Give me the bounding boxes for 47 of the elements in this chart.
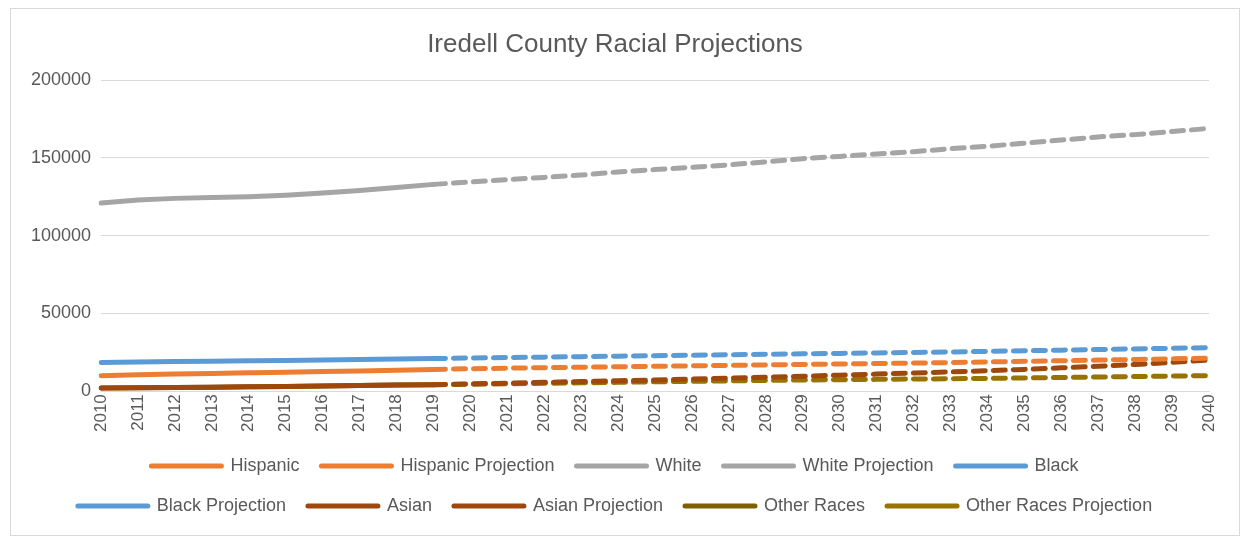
x-tick-label: 2024 [607, 394, 627, 433]
x-tick-label: 2029 [792, 394, 812, 433]
x-tick-label: 2033 [940, 394, 960, 433]
x-tick-label: 2026 [681, 394, 701, 433]
x-tick-label: 2013 [201, 394, 221, 433]
x-tick-label: 2016 [312, 394, 332, 433]
legend-label: Black [1034, 454, 1080, 475]
legend-label: Hispanic Projection [400, 454, 555, 475]
y-tick-label: 100000 [30, 224, 92, 245]
x-tick-label: 2035 [1014, 394, 1034, 433]
x-tick-label: 2032 [903, 394, 923, 433]
x-tick-label: 2031 [866, 394, 886, 433]
x-tick-label: 2014 [238, 394, 258, 433]
legend-label: White Projection [802, 454, 934, 475]
legend-label: White [655, 454, 702, 475]
x-tick-label: 2037 [1087, 394, 1107, 433]
x-tick-label: 2028 [755, 394, 775, 433]
y-tick-label: 150000 [30, 146, 92, 167]
y-tick-label: 50000 [41, 302, 92, 323]
x-tick-label: 2040 [1198, 394, 1218, 433]
legend-label: Other Races [764, 494, 866, 515]
x-tick-label: 2039 [1161, 394, 1181, 433]
x-tick-label: 2020 [460, 394, 480, 433]
y-tick-label: 200000 [30, 69, 92, 90]
legend-label: Asian [386, 494, 432, 515]
x-tick-label: 2019 [423, 394, 443, 433]
x-tick-label: 2034 [977, 394, 997, 433]
legend-label: Asian Projection [532, 494, 664, 515]
x-tick-label: 2038 [1124, 394, 1144, 433]
x-tick-label: 2011 [127, 394, 147, 431]
x-tick-label: 2018 [386, 394, 406, 433]
x-tick-label: 2025 [644, 394, 664, 433]
x-tick-label: 2022 [533, 394, 553, 433]
x-tick-label: 2030 [829, 394, 849, 433]
legend-label: Hispanic [230, 454, 300, 475]
x-tick-label: 2023 [570, 394, 590, 433]
chart-title: Iredell County Racial Projections [427, 27, 803, 58]
x-tick-label: 2010 [90, 394, 110, 433]
x-tick-label: 2036 [1050, 394, 1070, 433]
legend-label: Other Races Projection [966, 494, 1153, 515]
y-tick-label: 0 [81, 380, 92, 401]
x-tick-label: 2012 [164, 394, 184, 433]
x-tick-label: 2021 [496, 394, 516, 433]
x-tick-label: 2027 [718, 394, 738, 433]
legend-label: Black Projection [156, 494, 286, 515]
x-tick-label: 2017 [349, 394, 369, 433]
x-tick-label: 2015 [275, 394, 295, 433]
